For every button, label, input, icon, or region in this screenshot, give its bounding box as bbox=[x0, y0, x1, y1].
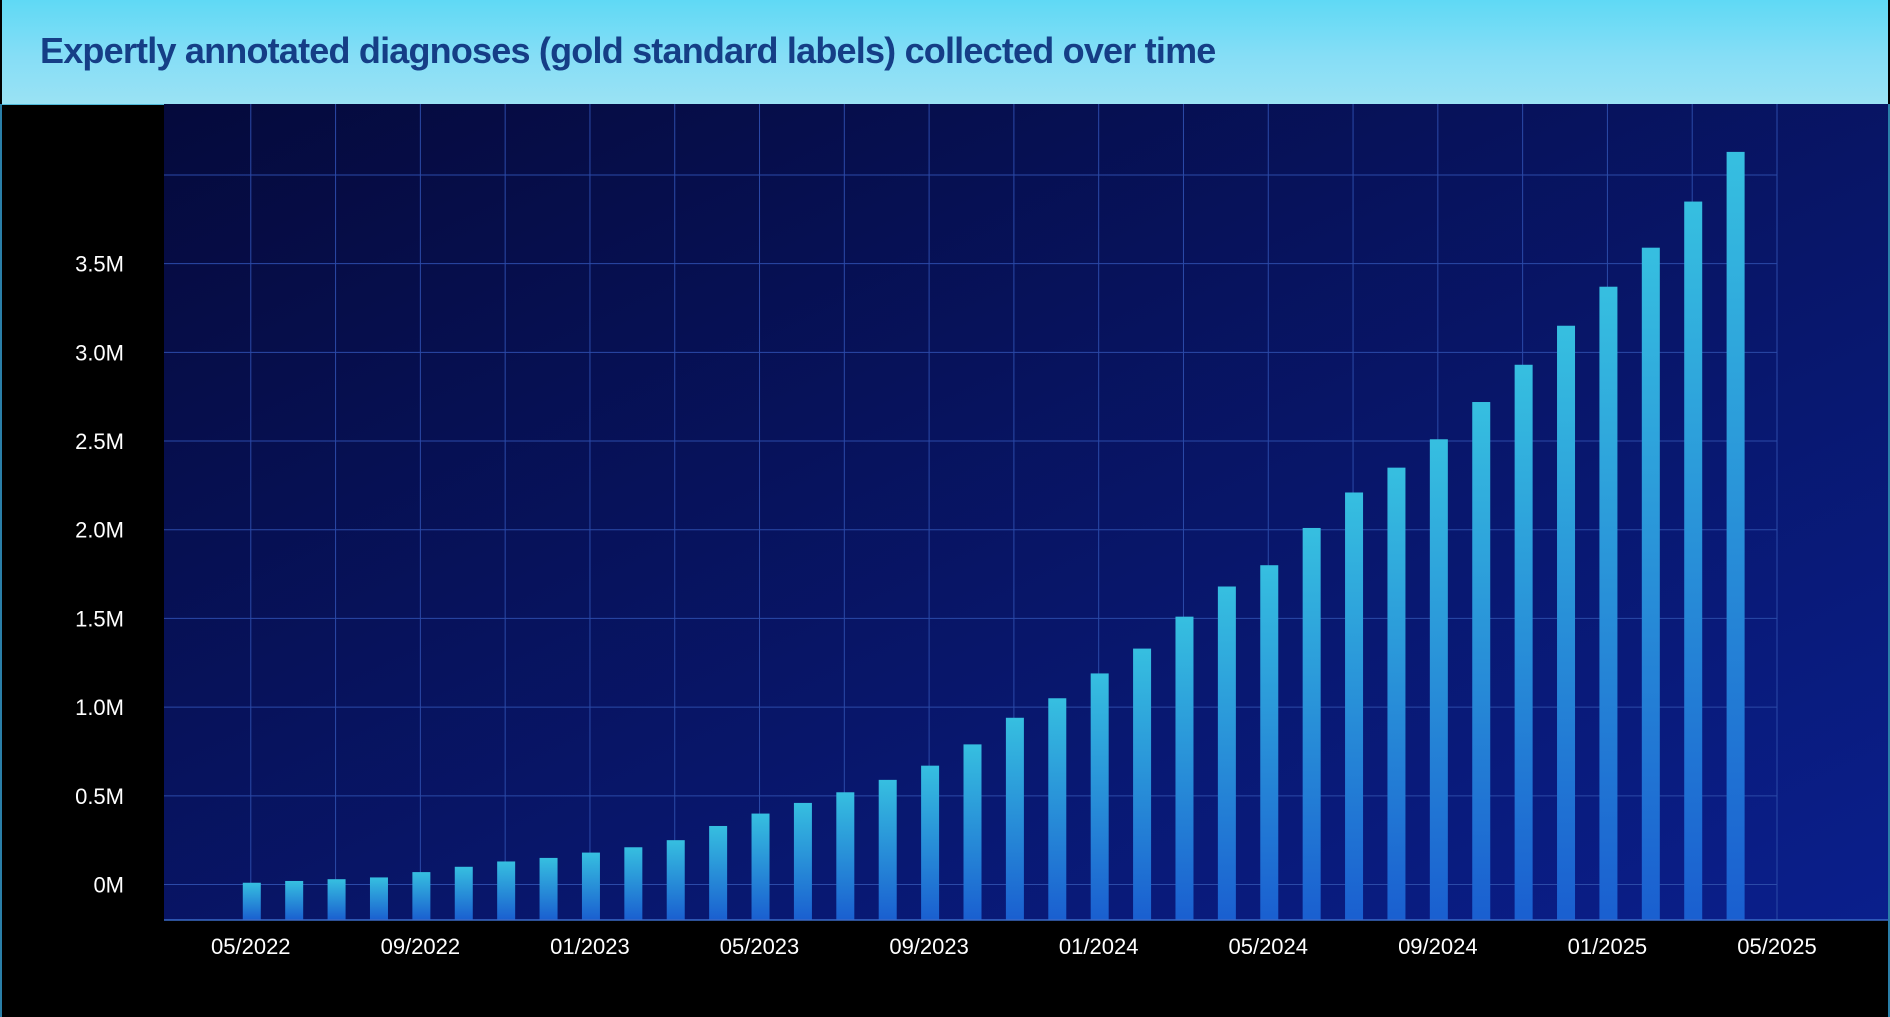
bar-2023-11 bbox=[1005, 717, 1024, 920]
bar-2024-03 bbox=[1175, 616, 1194, 920]
bar-2024-06 bbox=[1302, 527, 1321, 920]
x-tick-label: 09/2022 bbox=[381, 934, 461, 959]
x-tick-label: 05/2024 bbox=[1228, 934, 1308, 959]
bar-2023-10 bbox=[963, 744, 982, 920]
bar-2024-09 bbox=[1429, 439, 1448, 920]
bar-2024-12 bbox=[1557, 325, 1576, 920]
bar-2023-03 bbox=[666, 840, 685, 920]
y-tick-label: 0.5M bbox=[75, 784, 124, 809]
bar-2024-08 bbox=[1387, 467, 1406, 920]
x-tick-label: 05/2022 bbox=[211, 934, 291, 959]
bar-2024-07 bbox=[1345, 492, 1364, 920]
bar-2024-04 bbox=[1217, 586, 1236, 920]
y-axis-ticks: 0M 0.5M 1.0M 1.5M 2.0M 2.5M 3.0M 3.5M bbox=[75, 252, 124, 898]
bar-2024-01 bbox=[1090, 673, 1109, 920]
x-tick-label: 01/2025 bbox=[1568, 934, 1648, 959]
x-tick-label: 01/2024 bbox=[1059, 934, 1139, 959]
bar-2025-04 bbox=[1726, 151, 1745, 921]
bar-2022-12 bbox=[539, 857, 558, 920]
bar-2025-02 bbox=[1641, 247, 1660, 920]
x-tick-label: 01/2023 bbox=[550, 934, 630, 959]
bar-2025-01 bbox=[1599, 286, 1618, 921]
bar-2023-09 bbox=[921, 765, 940, 920]
bar-2023-01 bbox=[581, 852, 600, 920]
bar-2024-05 bbox=[1260, 565, 1279, 920]
y-tick-label: 1.5M bbox=[75, 606, 124, 631]
bar-2023-06 bbox=[793, 802, 812, 920]
x-tick-label: 05/2023 bbox=[720, 934, 800, 959]
bar-2022-06 bbox=[285, 880, 304, 920]
y-tick-label: 2.0M bbox=[75, 518, 124, 543]
x-axis-ticks: 05/2022 09/2022 01/2023 05/2023 09/2023 01/20… bbox=[211, 934, 1817, 959]
x-tick-label: 05/2025 bbox=[1737, 934, 1817, 959]
title-bar: Expertly annotated diagnoses (gold stand… bbox=[2, 0, 1888, 105]
y-tick-label: 3.5M bbox=[75, 252, 124, 277]
bar-2023-12 bbox=[1048, 698, 1067, 920]
bar-2022-07 bbox=[327, 879, 346, 920]
chart-title: Expertly annotated diagnoses (gold stand… bbox=[40, 30, 1216, 71]
bars bbox=[242, 151, 1745, 921]
y-tick-label: 1.0M bbox=[75, 695, 124, 720]
bar-2023-02 bbox=[624, 847, 643, 920]
bar-2022-10 bbox=[454, 866, 473, 920]
bar-2024-11 bbox=[1514, 364, 1533, 920]
bar-2023-08 bbox=[878, 779, 897, 920]
bar-2022-05 bbox=[242, 882, 261, 920]
x-tick-label: 09/2023 bbox=[889, 934, 969, 959]
bar-2025-03 bbox=[1684, 201, 1703, 921]
bar-2023-04 bbox=[709, 825, 728, 920]
y-tick-label: 0M bbox=[93, 873, 124, 898]
y-tick-label: 3.0M bbox=[75, 340, 124, 365]
bar-2024-02 bbox=[1133, 648, 1152, 920]
frame-right-edge bbox=[1888, 104, 1890, 1017]
plot-background bbox=[164, 104, 1888, 920]
bar-2023-05 bbox=[751, 813, 770, 920]
bar-2023-07 bbox=[836, 792, 855, 920]
bar-2024-10 bbox=[1472, 402, 1491, 920]
frame-left-edge bbox=[0, 104, 2, 1017]
bar-2022-08 bbox=[369, 877, 388, 920]
bar-2022-09 bbox=[412, 872, 431, 920]
bar-2022-11 bbox=[497, 861, 516, 920]
y-tick-label: 2.5M bbox=[75, 429, 124, 454]
x-tick-label: 09/2024 bbox=[1398, 934, 1478, 959]
